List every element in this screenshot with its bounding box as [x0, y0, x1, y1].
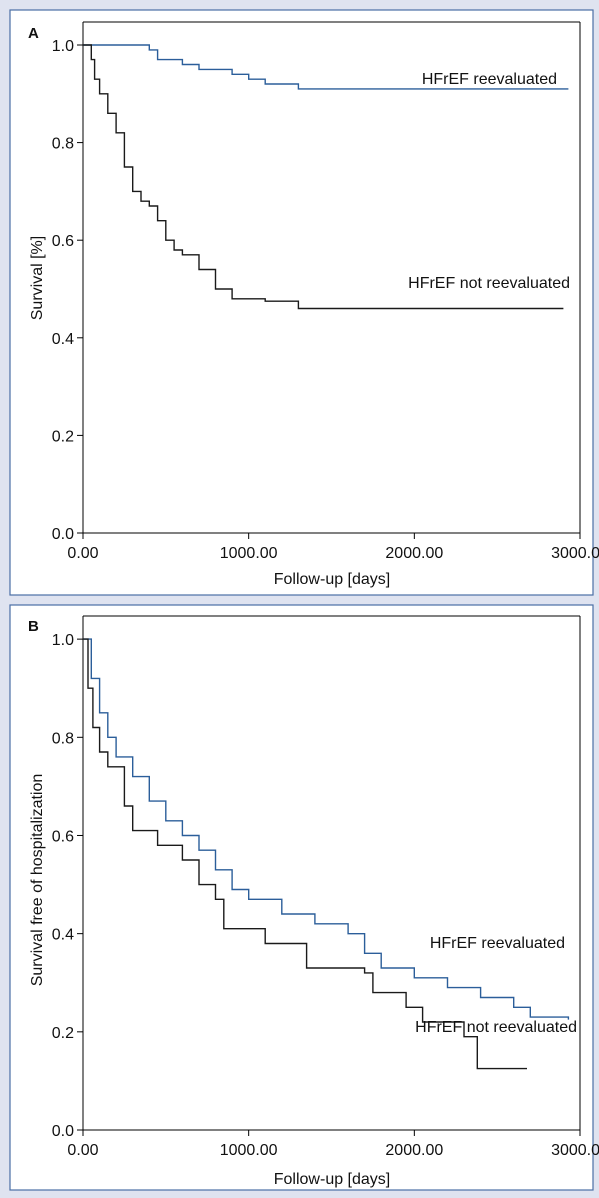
panel-b-x-tick-label-2: 2000.00 — [385, 1142, 443, 1159]
panel-a-y-tick-label-0: 0.0 — [52, 526, 74, 543]
panel-b-series-reevaluated-line — [83, 638, 570, 1020]
panel-b-x-tick-label-0: 0.00 — [67, 1142, 98, 1159]
panel-a-x-tick-label-2: 2000.00 — [385, 545, 443, 562]
panel-b-series-not-reevaluated-line — [83, 638, 527, 1070]
panel-a-y-ticks: 0.0 0.2 0.4 0.6 0.8 1.0 — [52, 38, 83, 543]
panel-b-letter: B — [28, 618, 39, 635]
panel-b-y-tick-label-3: 0.6 — [52, 828, 74, 845]
panel-b-x-ticks: 0.00 1000.00 2000.00 3000.00 — [67, 1130, 599, 1159]
panel-a-letter: A — [28, 25, 39, 42]
panel-a-series-reevaluated-line — [83, 44, 569, 90]
panel-b-y-tick-label-4: 0.8 — [52, 730, 74, 747]
panel-a: A 0.0 0.2 0.4 0.6 0.8 1.0 0.00 1000.00 2000.00 3… — [9, 9, 599, 596]
panel-a-x-tick-label-0: 0.00 — [67, 545, 98, 562]
panel-b-y-tick-label-0: 0.0 — [52, 1123, 74, 1140]
panel-a-y-tick-label-2: 0.4 — [52, 331, 74, 348]
panel-a-frame — [9, 9, 594, 596]
panel-a-curves — [83, 44, 569, 310]
panel-b-x-tick-label-3: 3000.00 — [551, 1142, 599, 1159]
panel-a-y-label: Survival [%] — [29, 236, 46, 320]
panel-a-y-tick-label-4: 0.8 — [52, 136, 74, 153]
panel-b-label-reevaluated: HFrEF reevaluated — [430, 935, 565, 952]
panel-a-x-label: Follow-up [days] — [274, 571, 391, 588]
panel-b-y-tick-label-1: 0.2 — [52, 1025, 74, 1042]
panel-b-x-label: Follow-up [days] — [274, 1171, 391, 1188]
panel-a-y-tick-label-3: 0.6 — [52, 233, 74, 250]
panel-b-curves — [83, 638, 570, 1070]
panel-a-y-tick-label-1: 0.2 — [52, 428, 74, 445]
panel-a-x-tick-label-1: 1000.00 — [220, 545, 278, 562]
panel-b-y-tick-label-2: 0.4 — [52, 927, 74, 944]
panel-a-label-reevaluated: HFrEF reevaluated — [422, 71, 557, 88]
panel-b-frame — [9, 604, 594, 1191]
panel-a-label-not-reevaluated: HFrEF not reevaluated — [408, 275, 570, 292]
panel-b-y-tick-label-5: 1.0 — [52, 632, 74, 649]
panel-b-x-tick-label-1: 1000.00 — [220, 1142, 278, 1159]
panel-a-x-tick-label-3: 3000.00 — [551, 545, 599, 562]
panel-a-x-ticks: 0.00 1000.00 2000.00 3000.00 — [67, 533, 599, 562]
panel-a-y-tick-label-5: 1.0 — [52, 38, 74, 55]
panel-b: B 0.0 0.2 0.4 0.6 0.8 1.0 0.00 1000.00 2000.00 3… — [9, 604, 599, 1191]
panel-b-y-label: Survival free of hospitalization — [29, 774, 46, 987]
panel-b-label-not-reevaluated: HFrEF not reevaluated — [415, 1019, 577, 1036]
panel-a-series-not-reevaluated-line — [83, 44, 564, 310]
panel-b-y-ticks: 0.0 0.2 0.4 0.6 0.8 1.0 — [52, 632, 83, 1140]
